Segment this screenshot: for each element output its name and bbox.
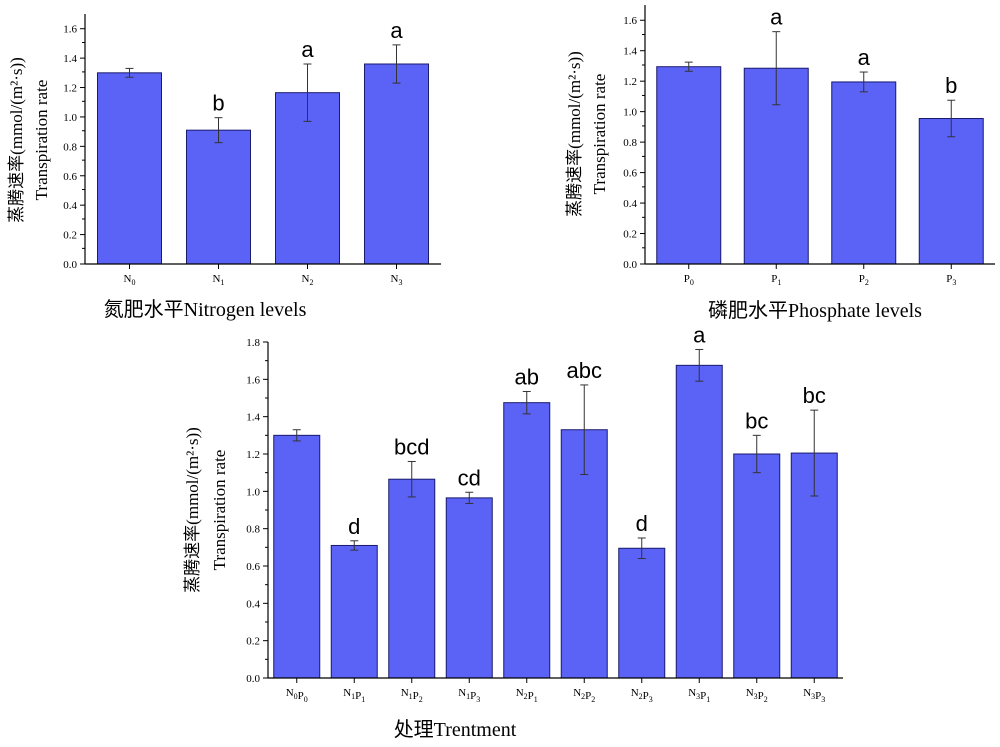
y-tick-label: 0.0 bbox=[246, 673, 260, 685]
y-tick-label: 0.8 bbox=[63, 141, 77, 153]
y-tick-label: 1.2 bbox=[63, 83, 77, 95]
y-axis-title-cn: 蒸腾速率(mmol/(m²·s)) bbox=[565, 51, 584, 217]
y-axis-title-cn: 蒸腾速率(mmol/(m²·s)) bbox=[183, 427, 202, 593]
significance-label: cd bbox=[458, 465, 481, 490]
bar bbox=[831, 81, 897, 265]
significance-label: d bbox=[636, 511, 648, 536]
y-axis-title-cn: 蒸腾速率(mmol/(m²·s)) bbox=[7, 57, 26, 223]
significance-label: ab bbox=[515, 364, 539, 389]
y-tick-label: 1.2 bbox=[246, 449, 260, 461]
bar bbox=[186, 129, 251, 265]
bar bbox=[733, 453, 781, 679]
y-tick-label: 1.4 bbox=[246, 412, 260, 424]
x-tick-label: N2 bbox=[302, 273, 314, 287]
y-tick-label: 0.6 bbox=[623, 168, 637, 180]
x-axis-title: 处理Trentment bbox=[394, 718, 517, 741]
y-tick-label: 0.4 bbox=[246, 598, 260, 610]
x-tick-label: N2P1 bbox=[516, 687, 538, 704]
significance-label: a bbox=[858, 45, 871, 70]
significance-label: bcd bbox=[394, 434, 429, 459]
treatment-chart: 0.0 0.2 0.4 0.6 0.8 1.0 1.2 1.4 1.6 1.8 N0P0 d N1P1 b… bbox=[183, 322, 843, 741]
x-tick-label: N1P3 bbox=[458, 687, 480, 704]
y-tick-label: 0.4 bbox=[63, 200, 77, 212]
significance-label: a bbox=[390, 18, 403, 43]
y-tick-label: 0.2 bbox=[246, 636, 260, 648]
y-tick-label: 0.0 bbox=[63, 259, 77, 271]
bar bbox=[918, 118, 984, 265]
x-tick-label: N3P1 bbox=[688, 687, 710, 704]
x-tick-label: N0 bbox=[124, 273, 136, 287]
x-tick-label: P3 bbox=[946, 273, 956, 287]
x-tick-label: N1P2 bbox=[401, 687, 423, 704]
y-tick-label: 1.8 bbox=[246, 337, 260, 349]
phosphate-chart: 0.0 0.2 0.4 0.6 0.8 1.0 1.2 1.4 1.6 P0 a P1 a P2 b P3 磷肥… bbox=[565, 5, 995, 322]
x-tick-label: N2P2 bbox=[573, 687, 595, 704]
x-axis-title: 氮肥水平Nitrogen levels bbox=[104, 298, 307, 321]
bar bbox=[618, 547, 666, 679]
y-tick-label: 0.6 bbox=[63, 171, 77, 183]
y-tick-label: 1.0 bbox=[63, 112, 77, 124]
x-tick-label: N3P2 bbox=[746, 687, 768, 704]
bar bbox=[503, 402, 551, 679]
y-tick-label: 0.2 bbox=[63, 230, 77, 242]
y-axis-title-en: Transpiration rate bbox=[32, 80, 51, 201]
bar bbox=[364, 63, 429, 265]
bar bbox=[273, 434, 321, 679]
bar bbox=[675, 364, 723, 679]
significance-label: a bbox=[693, 322, 706, 347]
y-axis-title-en: Transpiration rate bbox=[590, 74, 609, 195]
significance-label: abc bbox=[567, 358, 602, 383]
y-tick-label: 1.6 bbox=[623, 15, 637, 27]
y-tick-label: 1.0 bbox=[246, 486, 260, 498]
y-tick-label: 1.0 bbox=[623, 107, 637, 119]
y-tick-label: 1.2 bbox=[623, 76, 637, 88]
y-tick-label: 0.6 bbox=[246, 561, 260, 573]
x-tick-label: P0 bbox=[684, 273, 694, 287]
y-tick-label: 0.8 bbox=[246, 524, 260, 536]
y-axis-title-en: Transpiration rate bbox=[210, 450, 229, 571]
y-tick-label: 1.4 bbox=[623, 46, 637, 58]
bar bbox=[330, 544, 378, 679]
x-tick-label: N0P0 bbox=[286, 687, 308, 704]
x-tick-label: N2P3 bbox=[631, 687, 653, 704]
significance-label: b bbox=[212, 91, 224, 116]
x-tick-label: P1 bbox=[771, 273, 781, 287]
y-tick-label: 0.0 bbox=[623, 259, 637, 271]
significance-label: b bbox=[945, 73, 957, 98]
x-tick-label: N3P3 bbox=[803, 687, 825, 704]
significance-label: bc bbox=[803, 383, 826, 408]
significance-label: bc bbox=[745, 408, 768, 433]
bar bbox=[97, 72, 162, 265]
y-tick-label: 0.4 bbox=[623, 198, 637, 210]
x-tick-label: P2 bbox=[859, 273, 869, 287]
y-tick-label: 1.6 bbox=[63, 24, 77, 36]
y-tick-label: 1.4 bbox=[63, 53, 77, 65]
x-tick-label: N1 bbox=[213, 273, 225, 287]
x-tick-label: N1P1 bbox=[343, 687, 365, 704]
significance-label: a bbox=[770, 5, 783, 30]
x-tick-label: N3 bbox=[391, 273, 403, 287]
x-axis-title: 磷肥水平Phosphate levels bbox=[708, 299, 922, 322]
y-tick-label: 0.2 bbox=[623, 229, 637, 241]
y-tick-label: 1.6 bbox=[246, 374, 260, 386]
bar bbox=[445, 497, 493, 679]
bar bbox=[656, 66, 722, 265]
nitrogen-chart: 0.0 0.2 0.4 0.6 0.8 1.0 1.2 1.4 1.6 N0 b N1 a N2 a N3 氮肥… bbox=[7, 14, 441, 321]
bar bbox=[388, 478, 436, 679]
y-tick-label: 0.8 bbox=[623, 137, 637, 149]
significance-label: d bbox=[348, 514, 360, 539]
significance-label: a bbox=[301, 37, 314, 62]
